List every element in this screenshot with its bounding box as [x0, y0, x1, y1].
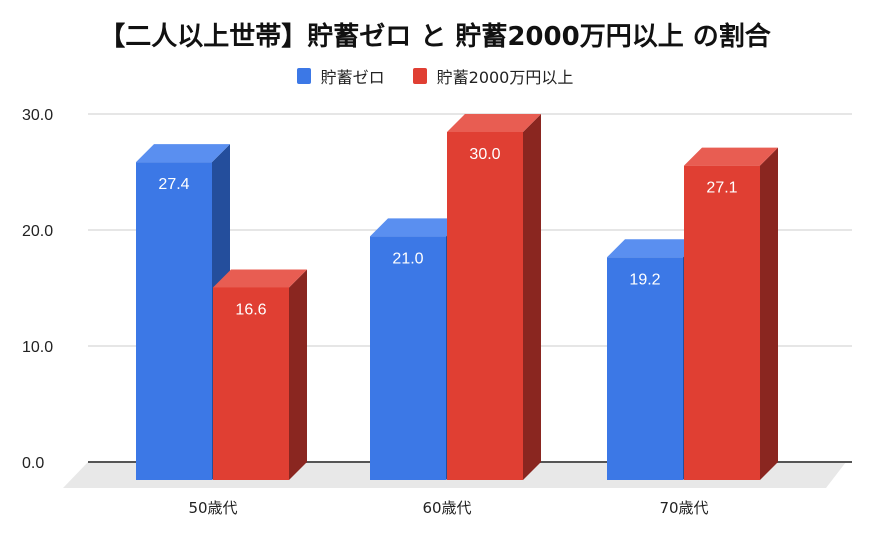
x-axis-category-label: 70歳代 [659, 499, 708, 517]
bar-20m-savings [213, 287, 289, 480]
bar-top-face [136, 144, 230, 163]
y-axis-tick-label: 20.0 [22, 223, 53, 240]
bar-top-face [370, 218, 464, 237]
bar-top-face [447, 114, 541, 132]
bar-top-face [213, 269, 307, 288]
bar-side-face [289, 269, 307, 480]
bar-value-label: 19.2 [629, 271, 660, 288]
bar-side-face [760, 147, 778, 480]
legend-item-20m-savings: 貯蓄2000万円以上 [412, 64, 574, 88]
bar-zero-savings [136, 162, 212, 480]
bar-top-face [684, 147, 778, 166]
bar-value-label: 27.1 [706, 180, 737, 197]
legend-label: 貯蓄2000万円以上 [436, 68, 574, 87]
bar-value-label: 27.4 [158, 176, 189, 193]
legend: 貯蓄ゼロ 貯蓄2000万円以上 [0, 64, 870, 88]
chart-title: 【二人以上世帯】貯蓄ゼロ と 貯蓄2000万円以上 の割合 [99, 22, 771, 52]
bar-20m-savings [447, 132, 523, 480]
legend-label: 貯蓄ゼロ [320, 68, 385, 87]
y-axis-tick-label: 30.0 [22, 107, 53, 124]
bar-value-label: 30.0 [469, 146, 500, 163]
x-axis-category-label: 50歳代 [188, 499, 237, 517]
bar-20m-savings [684, 165, 760, 480]
legend-item-zero-savings: 貯蓄ゼロ [296, 64, 385, 88]
bar-zero-savings [607, 257, 683, 480]
bar-top-face [607, 239, 701, 258]
legend-swatch-red [412, 68, 427, 84]
bar-value-label: 16.6 [235, 301, 266, 318]
y-axis-tick-label: 10.0 [22, 339, 53, 356]
bar-side-face [523, 114, 541, 480]
bar-value-label: 21.0 [392, 250, 423, 267]
y-axis-tick-label: 0.0 [22, 455, 44, 472]
x-axis-category-label: 60歳代 [422, 499, 471, 517]
legend-swatch-blue [296, 68, 311, 84]
bar-zero-savings [370, 236, 446, 480]
